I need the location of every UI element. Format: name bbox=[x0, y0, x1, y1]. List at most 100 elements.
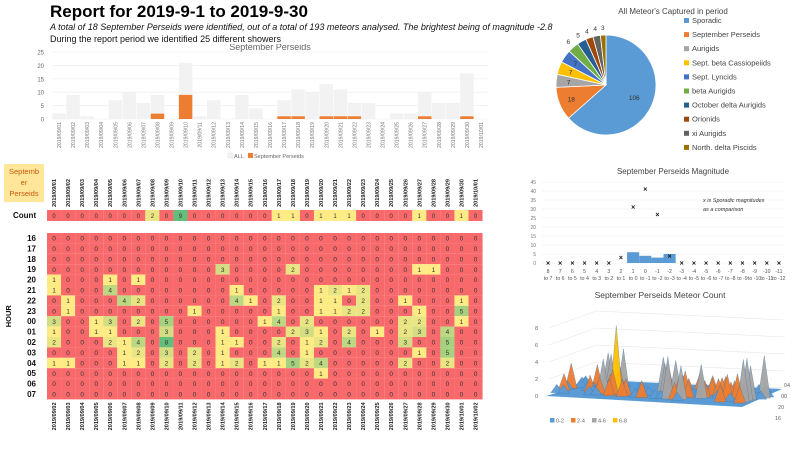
heat-value: 0 bbox=[347, 350, 351, 357]
x-tick-label: -4 bbox=[692, 269, 697, 275]
heat-cell bbox=[454, 378, 469, 389]
heat-cell bbox=[313, 357, 328, 369]
heat-value: 0 bbox=[474, 392, 478, 399]
heat-cell bbox=[61, 357, 76, 369]
heat-value: 2 bbox=[305, 360, 309, 367]
heat-value: 1 bbox=[333, 298, 337, 305]
heat-cell bbox=[398, 368, 413, 379]
heat-cell bbox=[313, 285, 328, 296]
heat-value: 1 bbox=[193, 308, 197, 315]
heat-value: 2 bbox=[361, 298, 365, 305]
heat-cell bbox=[285, 274, 300, 285]
heat-cell bbox=[328, 326, 343, 337]
heat-value: 1 bbox=[221, 360, 225, 367]
heat-value: 0 bbox=[333, 329, 337, 336]
heat-value: 0 bbox=[249, 277, 253, 284]
heat-cell bbox=[285, 295, 300, 306]
heat-cell bbox=[187, 389, 202, 400]
heat-value: 0 bbox=[446, 308, 450, 315]
legend-swatch bbox=[613, 418, 618, 423]
heat-value: 0 bbox=[94, 360, 98, 367]
hour-label: 23 bbox=[27, 307, 36, 316]
heat-cell bbox=[426, 337, 441, 348]
heat-value: 0 bbox=[94, 256, 98, 263]
heat-value: 1 bbox=[137, 277, 141, 284]
heat-value: 0 bbox=[446, 288, 450, 295]
column-header: 2019/09/19 bbox=[305, 179, 311, 207]
heat-value: 0 bbox=[80, 319, 84, 326]
hour-label: 00 bbox=[27, 317, 36, 326]
legend-swatch bbox=[684, 88, 689, 94]
heat-cell bbox=[89, 274, 104, 285]
heat-cell bbox=[47, 264, 62, 275]
heat-cell bbox=[356, 389, 371, 400]
heat-cell bbox=[61, 378, 76, 389]
heat-value: 0 bbox=[263, 308, 267, 315]
heat-value: 0 bbox=[94, 246, 98, 253]
count-value: 0 bbox=[305, 214, 309, 220]
heat-cell bbox=[47, 326, 62, 337]
heat-cell bbox=[356, 316, 371, 327]
heat-cell bbox=[131, 274, 146, 285]
heat-value: 0 bbox=[432, 329, 436, 336]
heat-cell bbox=[75, 295, 90, 306]
heat-value: 0 bbox=[94, 236, 98, 243]
gridline bbox=[595, 327, 786, 338]
heat-value: 1 bbox=[137, 360, 141, 367]
heat-value: 0 bbox=[319, 246, 323, 253]
heat-value: 0 bbox=[66, 267, 70, 274]
sporadic-marker: × bbox=[582, 261, 586, 268]
heat-value: 0 bbox=[375, 360, 379, 367]
heat-value: 0 bbox=[80, 256, 84, 263]
heat-value: 5 bbox=[165, 319, 169, 326]
heat-cell bbox=[398, 274, 413, 285]
bar-all bbox=[347, 102, 362, 119]
heat-cell bbox=[257, 347, 272, 358]
heat-value: 1 bbox=[52, 288, 56, 295]
heat-cell bbox=[131, 233, 146, 244]
legend-swatch bbox=[684, 46, 689, 52]
heat-cell bbox=[454, 326, 469, 337]
heat-cell bbox=[454, 253, 469, 265]
heat-cell bbox=[370, 326, 385, 337]
x-tick-label: to -3 bbox=[664, 276, 674, 282]
heat-cell bbox=[257, 368, 272, 379]
heat-value: 0 bbox=[94, 392, 98, 399]
heat-value: 1 bbox=[221, 329, 225, 336]
count-cell bbox=[103, 210, 118, 221]
heat-value: 0 bbox=[432, 381, 436, 388]
heat-value: 0 bbox=[474, 360, 478, 367]
heat-cell bbox=[412, 316, 427, 327]
column-header: 2019/09/24 bbox=[375, 178, 381, 207]
heat-value: 0 bbox=[361, 329, 365, 336]
heat-cell bbox=[103, 264, 118, 275]
heat-cell bbox=[145, 233, 160, 244]
heat-value: 1 bbox=[319, 371, 323, 378]
heat-cell bbox=[440, 274, 455, 285]
heat-cell bbox=[159, 337, 174, 348]
count-cell bbox=[173, 210, 188, 221]
bar-all bbox=[122, 92, 137, 119]
heat-value: 0 bbox=[291, 350, 295, 357]
corner-label: Septemb bbox=[9, 167, 39, 176]
y-tick-label: 35 bbox=[530, 198, 536, 204]
x-tick-label: 2019/09/05 bbox=[113, 122, 119, 148]
heat-cell bbox=[356, 253, 371, 265]
heat-value: 0 bbox=[193, 236, 197, 243]
heat-cell bbox=[271, 285, 286, 296]
heat-cell bbox=[271, 378, 286, 389]
bar-all bbox=[361, 102, 376, 119]
heat-value: 0 bbox=[263, 236, 267, 243]
heat-cell bbox=[229, 368, 244, 379]
bottom-column-label: 2019/10/02 bbox=[474, 402, 480, 430]
heat-cell bbox=[342, 285, 357, 296]
heat-cell bbox=[342, 357, 357, 369]
heat-value: 1 bbox=[122, 360, 126, 367]
heat-value: 0 bbox=[207, 360, 211, 367]
heat-value: 1 bbox=[52, 360, 56, 367]
bottom-column-label: 2019/09/10 bbox=[164, 402, 170, 430]
heat-cell bbox=[398, 264, 413, 275]
heat-value: 0 bbox=[361, 350, 365, 357]
heat-cell bbox=[299, 264, 314, 275]
heat-value: 0 bbox=[389, 319, 393, 326]
